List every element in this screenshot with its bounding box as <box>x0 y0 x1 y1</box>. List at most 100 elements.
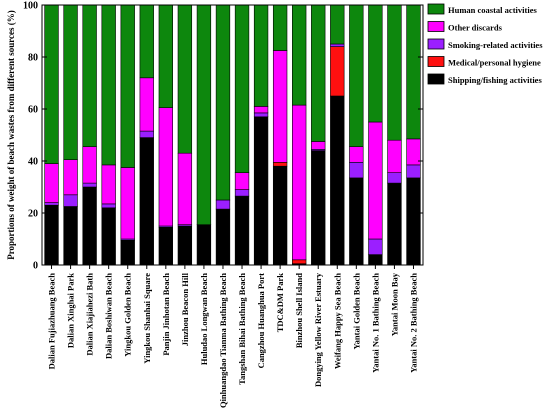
legend: Human coastal activities Other discards Sm… <box>427 3 543 85</box>
bar-segment-2-16 <box>330 46 345 97</box>
legend-swatch <box>427 38 445 50</box>
bar-segment-1-18 <box>368 254 383 266</box>
x-tick-label: Yantai No. 2 Bathing Beach <box>408 273 418 373</box>
bar-segment-3-2 <box>63 194 78 207</box>
x-tick-label: Dongying Yellow River Estuary <box>313 272 323 387</box>
x-tick-label: Dalian Xinghai Park <box>66 273 76 348</box>
x-tick-label: Dalian Xiajiahezi Bath <box>85 273 95 356</box>
bar-segment-5-9 <box>196 4 212 225</box>
bar-segment-1-7 <box>158 227 173 266</box>
x-tick-label: TDC&DM Park <box>275 273 285 333</box>
bar-segment-5-7 <box>158 4 173 108</box>
bar-segment-5-19 <box>387 4 402 141</box>
bar-segment-4-19 <box>387 139 402 173</box>
bar-segment-5-14 <box>292 4 307 106</box>
bar-segment-5-11 <box>234 4 250 173</box>
bar-segment-1-1 <box>44 204 59 266</box>
bar-segment-5-8 <box>177 4 193 154</box>
bar-segment-4-13 <box>272 50 288 163</box>
bar-segment-5-5 <box>120 4 135 168</box>
bar-segment-5-18 <box>368 4 383 123</box>
bar-segment-5-3 <box>82 4 97 147</box>
bar-segment-5-15 <box>311 4 326 142</box>
bar-segment-4-12 <box>253 106 269 114</box>
bar-segment-1-8 <box>177 225 193 266</box>
bar-segment-4-15 <box>311 141 326 150</box>
bar-segment-4-5 <box>120 167 135 240</box>
bar-segment-5-12 <box>253 4 269 107</box>
bars-layer <box>44 4 421 266</box>
bar-segment-3-16 <box>330 43 345 47</box>
bar-segment-4-1 <box>44 163 59 203</box>
bar-segment-5-20 <box>406 4 421 140</box>
bar-segment-2-13 <box>272 162 288 167</box>
x-tick-label: Dalian Fujiazhuang Beach <box>47 273 57 370</box>
x-tick-label: Panjin Jinhotan Beach <box>161 273 171 356</box>
bar-segment-5-16 <box>330 4 345 45</box>
x-tick-label: Qinhuangdao Tianma Bathing Beach <box>218 273 228 408</box>
bar-segment-4-7 <box>158 107 173 227</box>
bar-segment-1-5 <box>120 240 135 266</box>
bar-segment-3-12 <box>253 112 269 118</box>
y-tick-label: 60 <box>28 105 38 116</box>
bar-segment-1-3 <box>82 186 97 266</box>
legend-swatch <box>427 3 445 15</box>
bar-segment-2-14 <box>292 259 307 264</box>
plot-frame <box>41 4 424 266</box>
bar-segment-4-2 <box>63 159 78 196</box>
bar-segment-3-19 <box>387 172 402 184</box>
legend-label: Shipping/fishing activities <box>448 75 542 85</box>
bar-segment-4-3 <box>82 146 97 184</box>
bar-segment-4-14 <box>292 104 307 261</box>
bar-segment-3-4 <box>101 203 116 209</box>
bar-segment-1-17 <box>349 177 364 266</box>
x-tick-label: Weifang Happy Sea Beach <box>332 273 342 369</box>
bar-segment-1-6 <box>139 137 154 266</box>
x-tick-label: Tangshan Bihai Bathing Beach <box>237 273 247 385</box>
legend-label: Medical/personal hygiene <box>448 58 541 68</box>
y-axis-label: Proportions of weight of beach wastes fr… <box>6 10 16 260</box>
x-tick-label: Huludao Longwan Beach <box>199 273 209 365</box>
bar-segment-5-13 <box>272 4 288 51</box>
bar-segment-1-4 <box>101 207 116 266</box>
legend-label: Other discards <box>448 23 503 33</box>
bar-segment-5-1 <box>44 4 59 164</box>
bar-segment-3-18 <box>368 238 383 255</box>
bar-segment-1-10 <box>215 208 231 266</box>
bar-segment-4-11 <box>234 172 250 190</box>
bar-segment-3-10 <box>215 199 231 210</box>
y-tick-label: 0 <box>33 261 38 272</box>
x-tick-label: Binzhou Shell Island <box>294 273 304 348</box>
legend-label: Human coastal activities <box>448 5 537 15</box>
bar-segment-1-9 <box>196 224 212 266</box>
bar-segment-4-8 <box>177 152 193 225</box>
bar-segment-3-1 <box>44 202 59 206</box>
legend-swatch <box>427 21 445 32</box>
bar-segment-1-11 <box>234 195 250 266</box>
x-tick-label: Yingkou Shanhai Square <box>142 273 152 364</box>
bar-segment-1-20 <box>406 177 421 266</box>
bar-segment-3-17 <box>349 162 364 179</box>
bar-segment-3-3 <box>82 182 97 188</box>
y-tick-label: 40 <box>28 157 38 168</box>
bar-segment-4-17 <box>349 146 364 163</box>
bar-segment-3-20 <box>406 164 421 179</box>
legend-swatch <box>427 56 445 67</box>
bar-segment-5-17 <box>349 4 364 147</box>
bar-segment-1-16 <box>330 95 345 266</box>
x-tick-label: Yingkou Golden Beach <box>123 273 133 357</box>
bar-segment-5-4 <box>101 4 116 166</box>
x-tick-label: Yantai Golden Beach <box>351 273 361 350</box>
x-tick-label: Yantai No. 1 Bathing Beach <box>370 273 380 373</box>
bar-segment-4-6 <box>139 77 154 132</box>
axis-layer: Dalian Fujiazhuang Beach Dalian Xinghai P… <box>23 1 423 408</box>
bar-segment-4-18 <box>368 121 383 240</box>
bar-segment-1-12 <box>253 116 269 266</box>
bar-segment-5-10 <box>215 4 231 201</box>
bar-segment-1-19 <box>387 182 402 266</box>
bar-segment-3-11 <box>234 189 250 197</box>
y-tick-label: 100 <box>23 1 38 12</box>
x-tick-label: Cangzhou Huanghua Port <box>256 273 266 369</box>
